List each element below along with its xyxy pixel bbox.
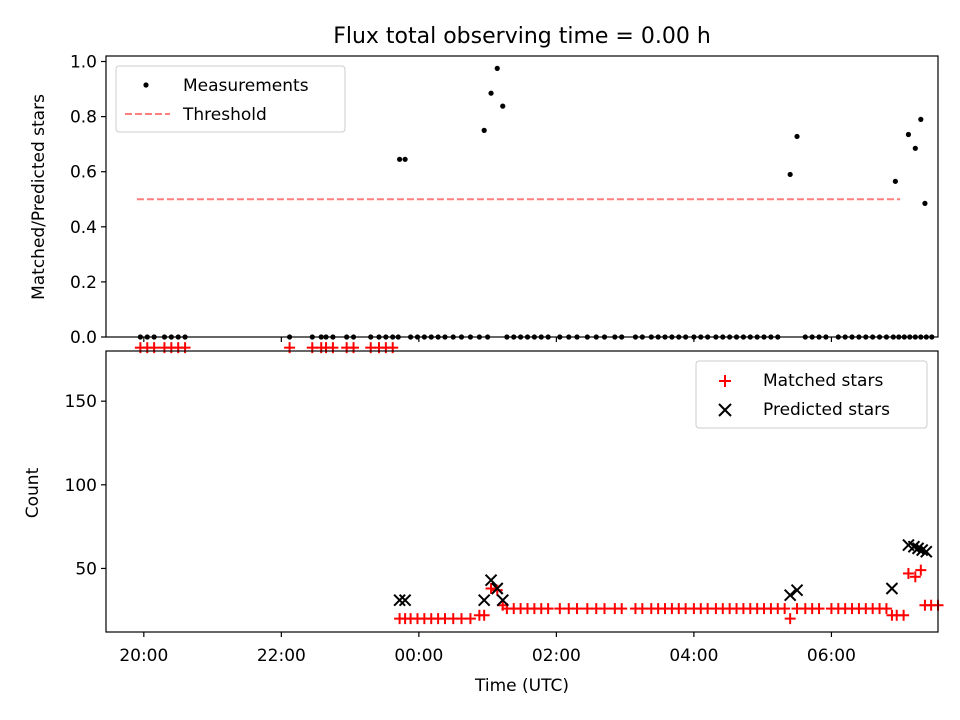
matched-star-point [485,583,497,595]
measurement-point [787,171,793,178]
matched-star-point [616,603,628,615]
ratio-y-tick-label: 1.0 [70,53,97,73]
legend-predicted-marker [718,403,732,417]
ratio-legend: Measurements Threshold [115,65,346,133]
measurement-point [918,116,924,122]
measurement-point [481,127,487,133]
count-x-tick-label: 06:00 [807,646,856,666]
matched-star-point [784,613,796,625]
legend-predicted-label: Predicted stars [763,400,890,420]
predicted-star-point [885,582,899,595]
ratio-axes-frame [105,55,939,338]
predicted-star-point [496,594,509,607]
ratio-y-tick-label: 0.6 [70,163,97,183]
matched-star-point [880,603,892,615]
predicted-star-point [907,540,921,553]
count-y-tick-label: 100 [65,476,97,496]
matched-star-point [542,603,554,615]
count-legend: Matched stars Predicted stars [695,360,928,429]
measurement-point [488,90,494,96]
ratio-y-tick-label: 0.2 [70,273,97,293]
measurement-point [912,145,918,151]
count-x-tick-label: 04:00 [669,646,718,666]
predicted-star-point [790,583,804,597]
x-axis-label: Time (UTC) [474,676,569,696]
predicted-star-point [393,594,406,607]
figure-title: Flux total observing time = 0.00 h [333,24,711,49]
matched-star-point [599,603,611,615]
predicted-star-point [484,573,498,587]
count-marks [134,342,944,625]
ratio-y-label: Matched/Predicted stars [29,94,49,300]
matched-star-point [898,609,910,621]
count-x-ticks: 20:00 22:00 00:00 02:00 04:00 06:00 [119,632,856,666]
measurement-point [922,200,928,206]
matched-star-point [779,603,791,615]
count-y-tick-label: 150 [65,392,97,412]
count-axes-frame [105,350,939,633]
count-y-tick-label: 50 [75,559,97,579]
ratio-panel: 0.0 0.2 0.4 0.6 0.8 1.0 Matched/Predicted sta… [29,53,939,348]
matched-star-point [464,613,476,625]
legend-threshold-label: Threshold [182,105,267,125]
count-y-ticks: 50 100 150 [65,392,106,579]
predicted-star-point [783,588,797,602]
count-x-tick-label: 02:00 [532,646,581,666]
measurement-point [402,156,408,162]
count-x-tick-label: 22:00 [257,646,306,666]
ratio-x-ticks [143,337,833,342]
matched-star-point [491,584,503,596]
predicted-star-point [398,594,412,607]
measurement-point [794,133,800,140]
predicted-star-point [920,545,933,558]
ratio-y-tick-label: 0.8 [70,108,97,128]
measurement-point [892,178,898,184]
matched-star-point [571,603,583,615]
measurement-point [500,103,506,109]
legend-matched-label: Matched stars [763,371,883,391]
predicted-star-point [491,582,504,595]
count-x-tick-label: 00:00 [394,646,443,666]
count-x-tick-label: 20:00 [119,646,168,666]
ratio-y-ticks: 0.0 0.2 0.4 0.6 0.8 1.0 [70,53,106,348]
matched-star-point [813,603,825,615]
measurement-point [494,65,500,71]
legend-measurements-label: Measurements [183,76,309,96]
matched-star-point [902,567,914,579]
count-y-label: Count [23,467,43,518]
matched-star-point [909,571,921,583]
ratio-y-tick-label: 0.0 [70,328,97,348]
predicted-star-point [911,542,925,555]
legend-matched-marker [719,375,731,387]
measurement-point [905,131,912,138]
matched-star-point [478,609,490,621]
ratio-y-tick-label: 0.4 [70,218,97,238]
predicted-star-point [477,594,491,607]
legend-measurement-marker [143,82,149,88]
matched-star-point [915,564,927,576]
measurement-point [397,156,403,162]
predicted-star-point [915,543,929,557]
